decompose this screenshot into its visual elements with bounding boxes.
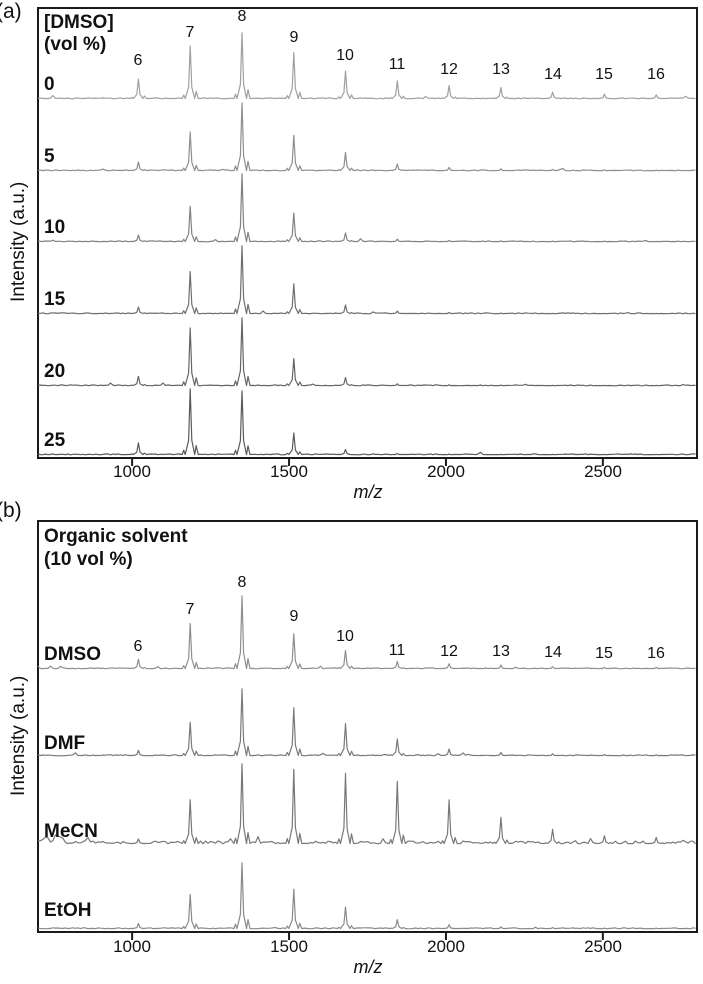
y-axis-label-a: Intensity (a.u.) xyxy=(8,181,29,302)
spectrum-EtOH xyxy=(37,862,696,930)
panel-a-tag: (a) xyxy=(0,0,22,23)
peak-label-a-11: 11 xyxy=(388,56,406,73)
row-label-b-etoh: EtOH xyxy=(44,900,92,921)
spectrum-25 xyxy=(37,388,696,456)
x-axis-label-b: m/z xyxy=(353,957,383,977)
y-axis-label-b: Intensity (a.u.) xyxy=(8,675,29,796)
row-label-a-5: 5 xyxy=(44,146,55,167)
x-tick-label-b-1500: 1500 xyxy=(270,937,308,956)
x-tick-label-a-2500: 2500 xyxy=(584,462,622,481)
spectrum-DMF xyxy=(37,688,696,757)
panel-a-title-line1: [DMSO] xyxy=(44,12,114,33)
spectrum-DMSO xyxy=(37,595,696,670)
peak-label-b-14: 14 xyxy=(544,644,562,661)
peak-label-a-14: 14 xyxy=(544,66,562,83)
row-label-b-dmso: DMSO xyxy=(44,644,101,665)
peak-label-b-8: 8 xyxy=(237,574,247,591)
x-tick-label-b-2500: 2500 xyxy=(584,937,622,956)
row-label-a-25: 25 xyxy=(44,430,66,451)
row-label-a-15: 15 xyxy=(44,289,66,310)
peak-label-b-9: 9 xyxy=(289,608,299,625)
peak-label-a-6: 6 xyxy=(133,52,143,69)
spectrum-MeCN xyxy=(37,763,696,845)
panel-a-title-line2: (vol %) xyxy=(44,34,107,55)
panel-b-frame xyxy=(37,520,698,933)
peak-label-a-12: 12 xyxy=(440,61,458,78)
spectrum-10 xyxy=(37,173,696,243)
x-tick-label-b-2000: 2000 xyxy=(427,937,465,956)
spectrum-0 xyxy=(37,32,696,100)
row-label-a-20: 20 xyxy=(44,361,66,382)
row-label-a-10: 10 xyxy=(44,217,66,238)
panel-b-tag: (b) xyxy=(0,499,22,522)
row-label-b-dmf: DMF xyxy=(44,733,86,754)
panel-b-title-line1: Organic solvent xyxy=(44,526,188,547)
peak-label-b-10: 10 xyxy=(336,628,354,645)
spectrum-15 xyxy=(37,245,696,315)
peak-label-a-7: 7 xyxy=(185,24,195,41)
peak-label-a-15: 15 xyxy=(595,66,613,83)
peak-label-a-9: 9 xyxy=(289,29,299,46)
x-tick-label-b-1000: 1000 xyxy=(113,937,151,956)
peak-label-a-10: 10 xyxy=(336,47,354,64)
panel-b-title-line2: (10 vol %) xyxy=(44,549,133,570)
peak-label-a-16: 16 xyxy=(647,66,665,83)
peak-label-b-6: 6 xyxy=(133,638,143,655)
peak-label-b-7: 7 xyxy=(185,601,195,618)
peak-label-b-13: 13 xyxy=(492,643,510,660)
x-tick-label-a-2000: 2000 xyxy=(427,462,465,481)
peak-label-b-16: 16 xyxy=(647,645,665,662)
peak-label-a-13: 13 xyxy=(492,61,510,78)
x-axis-label-a: m/z xyxy=(353,482,383,502)
spectrum-20 xyxy=(37,317,696,387)
peak-label-b-12: 12 xyxy=(440,643,458,660)
peak-label-b-15: 15 xyxy=(595,645,613,662)
peak-label-b-11: 11 xyxy=(388,642,406,659)
x-tick-label-a-1000: 1000 xyxy=(113,462,151,481)
x-tick-label-a-1500: 1500 xyxy=(270,462,308,481)
row-label-a-0: 0 xyxy=(44,74,55,95)
row-label-b-mecn: MeCN xyxy=(44,821,98,842)
peak-label-a-8: 8 xyxy=(237,8,247,25)
spectrum-5 xyxy=(37,102,696,172)
panel-a-frame xyxy=(37,7,698,459)
